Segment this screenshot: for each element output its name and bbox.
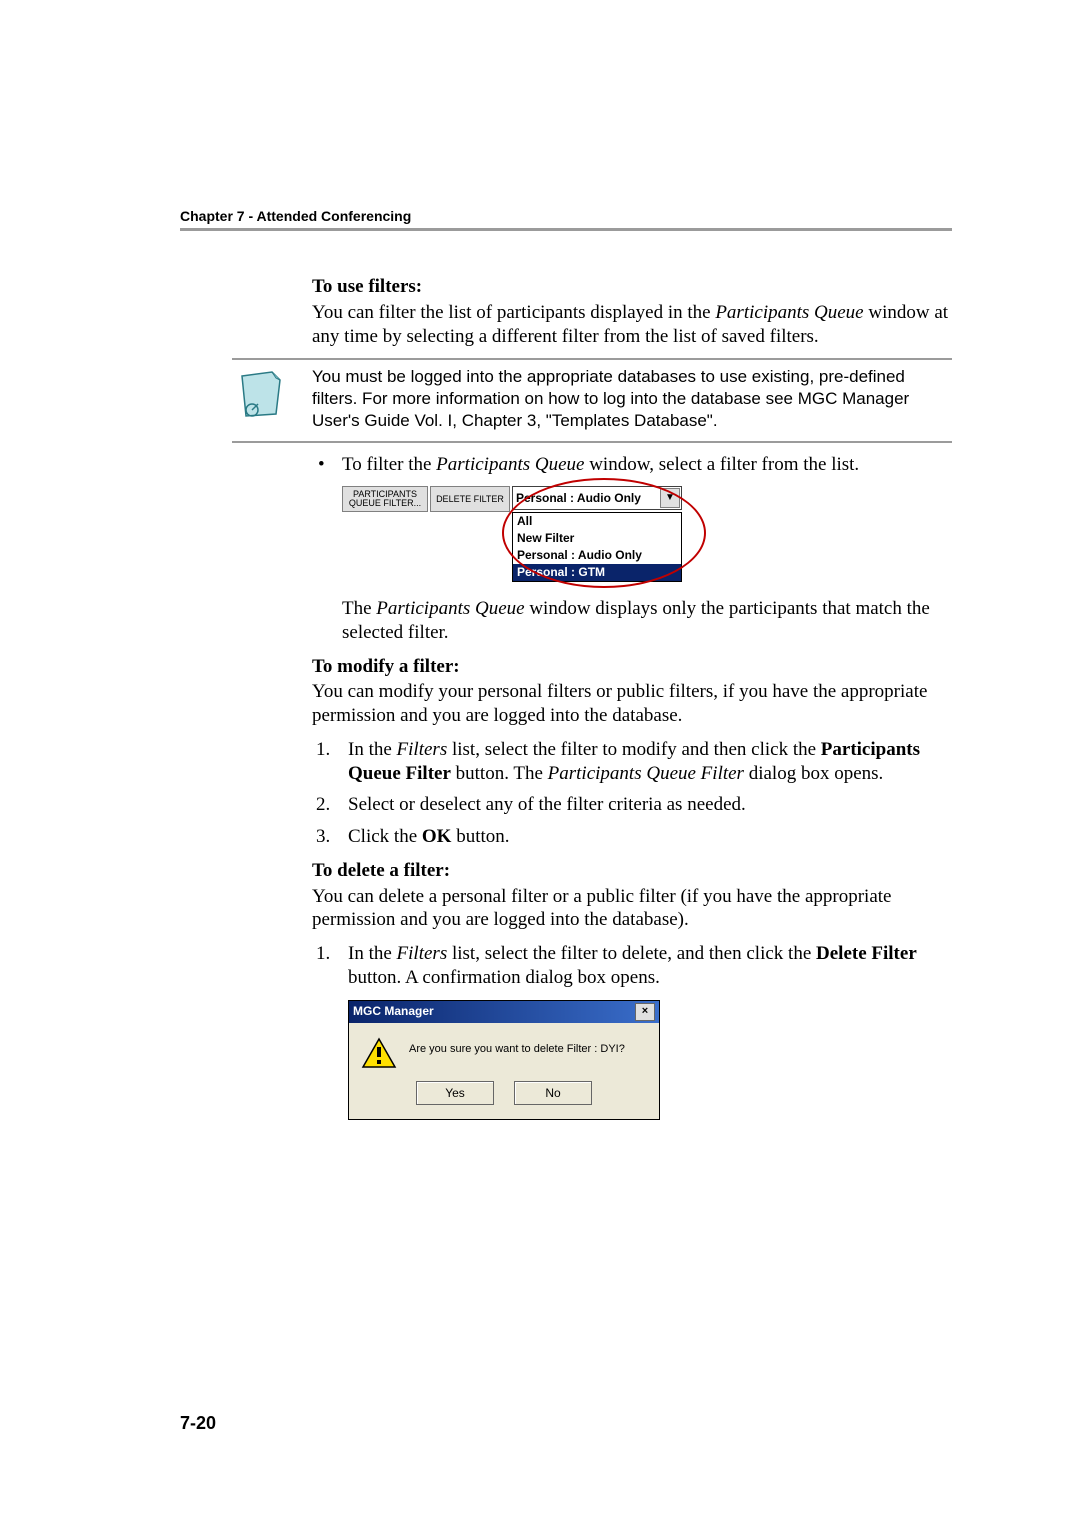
no-button[interactable]: No xyxy=(514,1081,592,1105)
confirmation-dialog: MGC Manager × Are you sure you want to d… xyxy=(348,1000,660,1120)
label: QUEUE FILTER... xyxy=(349,499,421,508)
text: list, select the filter to modify and th… xyxy=(447,739,821,760)
text: Click the xyxy=(348,826,422,847)
modify-step-2: Select or deselect any of the filter cri… xyxy=(312,793,952,817)
modify-step-1: In the Filters list, select the filter t… xyxy=(312,738,952,786)
text: window, select a filter from the list. xyxy=(584,454,859,475)
page-number: 7-20 xyxy=(180,1413,216,1434)
modify-step-3: Click the OK button. xyxy=(312,825,952,849)
emphasis: Participants Queue xyxy=(376,598,524,619)
filter-option-selected[interactable]: Personal : GTM xyxy=(513,564,681,581)
chevron-down-icon[interactable]: ▼ xyxy=(660,488,680,508)
text: button. xyxy=(451,826,509,847)
emphasis: Filters xyxy=(397,943,448,964)
note-block: You must be logged into the appropriate … xyxy=(232,358,952,442)
dialog-titlebar: MGC Manager × xyxy=(349,1001,659,1023)
text: button. A confirmation dialog box opens. xyxy=(348,967,660,988)
use-filters-heading: To use filters: xyxy=(312,275,952,299)
bold: Delete Filter xyxy=(816,943,917,964)
delete-filter-para: You can delete a personal filter or a pu… xyxy=(312,885,952,933)
bold: OK xyxy=(422,826,452,847)
dialog-title: MGC Manager xyxy=(353,1004,434,1019)
delete-step-1: In the Filters list, select the filter t… xyxy=(312,942,952,990)
filter-option[interactable]: All xyxy=(513,513,681,530)
text: list, select the filter to delete, and t… xyxy=(447,943,816,964)
text: dialog box opens. xyxy=(744,763,883,784)
dialog-message: Are you sure you want to delete Filter :… xyxy=(409,1037,625,1057)
after-figure-para: The Participants Queue window displays o… xyxy=(342,597,952,645)
filter-option[interactable]: Personal : Audio Only xyxy=(513,547,681,564)
emphasis: Participants Queue xyxy=(715,302,863,323)
dropdown-figure: PARTICIPANTS QUEUE FILTER... DELETE FILT… xyxy=(342,486,682,589)
filter-option[interactable]: New Filter xyxy=(513,530,681,547)
filter-select[interactable]: Personal : Audio Only ▼ xyxy=(512,486,682,510)
text: To filter the xyxy=(342,454,436,475)
chapter-header: Chapter 7 - Attended Conferencing xyxy=(180,208,952,226)
delete-filter-heading: To delete a filter: xyxy=(312,859,952,883)
selected-value: Personal : Audio Only xyxy=(516,491,641,506)
modify-filter-heading: To modify a filter: xyxy=(312,655,952,679)
note-icon xyxy=(232,366,288,422)
participants-queue-filter-button[interactable]: PARTICIPANTS QUEUE FILTER... xyxy=(342,486,428,512)
delete-filter-button[interactable]: DELETE FILTER xyxy=(430,486,510,512)
text: In the xyxy=(348,739,397,760)
text: You can filter the list of participants … xyxy=(312,302,715,323)
use-filters-para: You can filter the list of participants … xyxy=(312,301,952,349)
filter-options-list: All New Filter Personal : Audio Only Per… xyxy=(512,512,682,582)
header-rule xyxy=(180,228,952,231)
close-icon[interactable]: × xyxy=(635,1003,655,1021)
emphasis: Participants Queue xyxy=(436,454,584,475)
text: button. The xyxy=(451,763,548,784)
modify-filter-para: You can modify your personal filters or … xyxy=(312,680,952,728)
emphasis: Participants Queue Filter xyxy=(548,763,744,784)
text: In the xyxy=(348,943,397,964)
text: The xyxy=(342,598,376,619)
note-text: You must be logged into the appropriate … xyxy=(312,366,952,432)
filter-bullet: To filter the Participants Queue window,… xyxy=(312,453,952,477)
emphasis: Filters xyxy=(397,739,448,760)
yes-button[interactable]: Yes xyxy=(416,1081,494,1105)
warning-icon xyxy=(361,1037,397,1069)
